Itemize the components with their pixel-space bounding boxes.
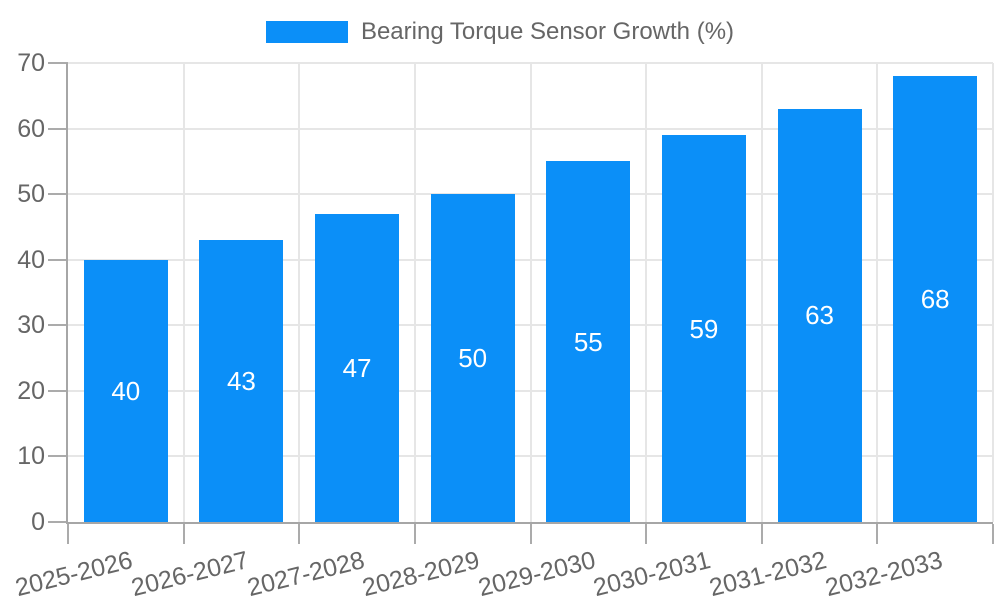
y-tick-mark bbox=[48, 324, 68, 327]
bar-2031-2032[interactable] bbox=[777, 108, 862, 522]
x-gridline bbox=[760, 63, 763, 522]
bar-value-label: 59 bbox=[689, 313, 719, 344]
x-gridline bbox=[413, 63, 416, 522]
x-gridline bbox=[992, 63, 994, 522]
y-tick-mark bbox=[48, 389, 68, 392]
legend[interactable]: Bearing Torque Sensor Growth (%) bbox=[0, 10, 1000, 54]
x-tick-mark bbox=[645, 524, 648, 544]
x-gridline bbox=[645, 63, 648, 522]
bar-value-label: 68 bbox=[920, 284, 950, 315]
x-gridline bbox=[529, 63, 532, 522]
bar-2026-2027[interactable] bbox=[199, 240, 284, 522]
x-axis-tick-label: 2031-2032 bbox=[706, 546, 830, 600]
bar-value-label: 50 bbox=[458, 343, 488, 374]
x-tick-mark bbox=[67, 524, 69, 544]
bar-value-label: 63 bbox=[805, 300, 835, 331]
x-axis-tick-label: 2030-2031 bbox=[590, 546, 714, 600]
y-tick-mark bbox=[48, 521, 68, 523]
x-tick-mark bbox=[298, 524, 301, 544]
x-tick-mark bbox=[992, 524, 994, 544]
y-axis-line bbox=[66, 63, 68, 524]
x-axis-tick-label: 2025-2026 bbox=[12, 546, 136, 600]
x-axis-tick-label: 2027-2028 bbox=[244, 546, 367, 600]
y-tick-mark bbox=[48, 127, 68, 130]
x-axis-tick-label: 2032-2033 bbox=[822, 546, 945, 600]
x-axis-tick-label: 2026-2027 bbox=[128, 546, 252, 600]
y-tick-mark bbox=[48, 193, 68, 196]
x-axis-line bbox=[68, 522, 993, 524]
x-tick-mark bbox=[413, 524, 416, 544]
x-axis-tick-label: 2028-2029 bbox=[359, 546, 483, 600]
x-tick-mark bbox=[182, 524, 185, 544]
bar-2027-2028[interactable] bbox=[315, 213, 400, 522]
bar-value-label: 55 bbox=[573, 326, 603, 357]
y-axis-tick-label: 60 bbox=[17, 114, 45, 143]
legend-label: Bearing Torque Sensor Growth (%) bbox=[360, 18, 735, 45]
legend-swatch bbox=[265, 21, 348, 43]
bar-value-label: 43 bbox=[226, 366, 256, 397]
bar-2029-2030[interactable] bbox=[546, 161, 631, 522]
bar-2028-2029[interactable] bbox=[430, 194, 515, 522]
x-tick-mark bbox=[876, 524, 879, 544]
bar-2032-2033[interactable] bbox=[893, 76, 978, 522]
y-tick-mark bbox=[48, 258, 68, 261]
x-tick-mark bbox=[760, 524, 763, 544]
bar-value-label: 40 bbox=[111, 375, 141, 406]
y-axis-tick-label: 30 bbox=[17, 311, 45, 340]
y-axis-tick-label: 20 bbox=[17, 376, 45, 405]
bar-2025-2026[interactable] bbox=[83, 259, 168, 522]
x-gridline bbox=[876, 63, 879, 522]
x-gridline bbox=[182, 63, 185, 522]
y-axis-tick-label: 0 bbox=[31, 508, 45, 536]
x-tick-mark bbox=[529, 524, 532, 544]
x-axis-tick-label: 2029-2030 bbox=[475, 546, 599, 600]
y-axis-tick-label: 70 bbox=[17, 49, 45, 77]
x-gridline bbox=[298, 63, 301, 522]
y-tick-mark bbox=[48, 455, 68, 458]
bar-2030-2031[interactable] bbox=[661, 135, 746, 522]
y-axis-tick-label: 40 bbox=[17, 245, 45, 274]
y-axis-tick-label: 50 bbox=[17, 180, 45, 209]
bar-value-label: 47 bbox=[342, 352, 372, 383]
y-axis-tick-label: 10 bbox=[17, 442, 45, 471]
y-tick-mark bbox=[48, 62, 68, 64]
